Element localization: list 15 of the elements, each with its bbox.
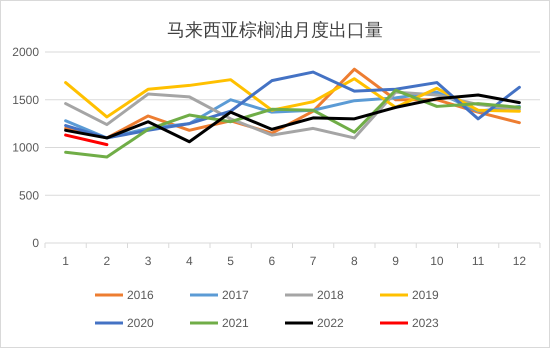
y-tick-label: 2000 xyxy=(12,45,40,59)
legend-label: 2018 xyxy=(317,288,344,302)
legend-label: 2020 xyxy=(127,316,154,330)
y-tick-label: 1000 xyxy=(12,140,40,154)
y-tick-label: 500 xyxy=(18,188,40,202)
legend-label: 2019 xyxy=(412,288,440,302)
legend-label: 2023 xyxy=(412,316,440,330)
y-tick-label: 0 xyxy=(32,236,40,250)
line-series xyxy=(64,88,521,159)
chart-title: 马来西亚棕榈油月度出口量 xyxy=(167,20,383,40)
y-tick-label: 1500 xyxy=(12,92,40,107)
legend-label: 2021 xyxy=(222,316,250,330)
legend-label: 2016 xyxy=(127,288,154,302)
legend-label: 2017 xyxy=(222,288,250,302)
legend-label: 2022 xyxy=(317,316,344,330)
